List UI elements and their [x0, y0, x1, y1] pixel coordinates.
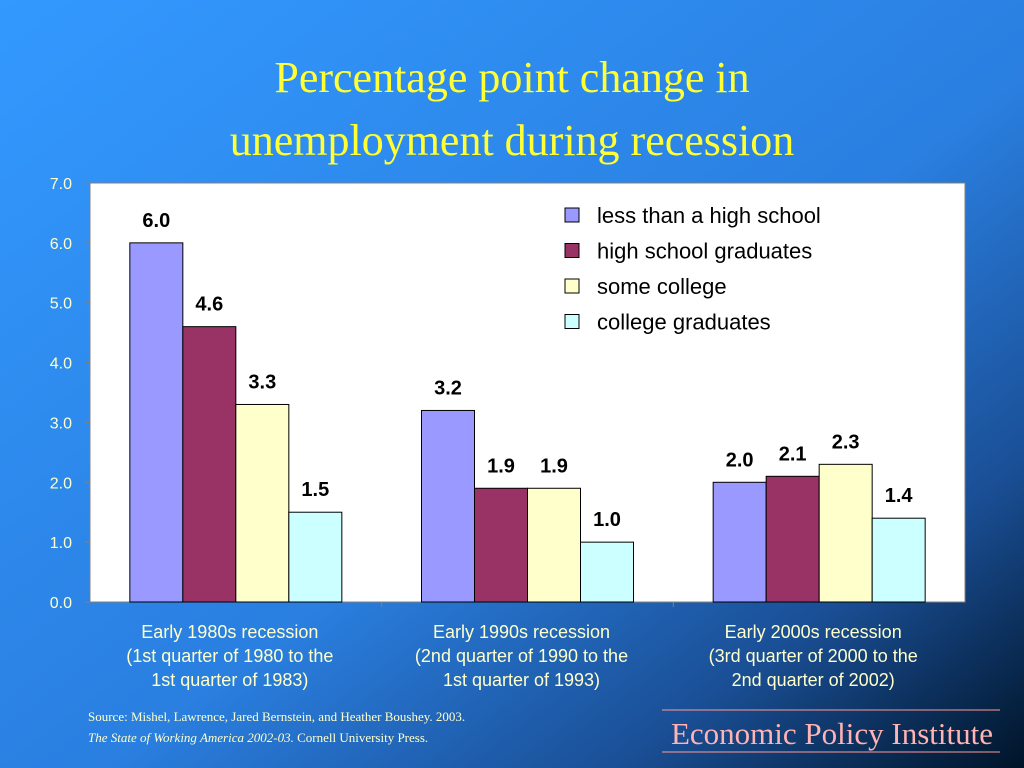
chart-title: unemployment during recession	[230, 116, 795, 165]
x-tick-label: Early 1980s recession	[141, 622, 318, 642]
bar	[871, 517, 926, 603]
value-label: 4.6	[195, 294, 223, 316]
x-tick-label: 1st quarter of 1983)	[151, 670, 308, 690]
y-tick-label: 5.0	[50, 296, 72, 313]
bar	[712, 481, 767, 603]
value-label: 1.0	[593, 509, 621, 531]
bar	[527, 487, 581, 603]
legend-swatch	[564, 207, 580, 223]
legend-label: college graduates	[597, 310, 771, 335]
bar	[580, 541, 634, 603]
y-tick-label: 3.0	[50, 415, 72, 432]
value-label: 1.9	[487, 455, 515, 477]
source-rest: Cornell University Press.	[294, 730, 428, 745]
value-label: 6.0	[142, 210, 170, 232]
y-tick-label: 6.0	[50, 236, 72, 253]
legend-label: some college	[597, 274, 727, 299]
bar	[474, 487, 528, 603]
source: Source: Mishel, Lawrence, Jared Bernstei…	[88, 709, 465, 724]
bar	[288, 511, 343, 603]
source-title: The State of Working America 2002-03.	[88, 730, 294, 745]
value-label: 3.2	[434, 377, 462, 399]
brand: Economic Policy Institute	[671, 716, 993, 751]
legend-swatch	[564, 243, 580, 258]
chart-title: Percentage point change in	[274, 53, 749, 102]
value-label: 1.5	[301, 479, 329, 501]
y-tick-label: 2.0	[50, 475, 72, 492]
value-label: 1.4	[885, 485, 914, 507]
bar	[818, 463, 873, 603]
bar	[421, 409, 475, 603]
source: The State of Working America 2002-03. Co…	[88, 730, 428, 745]
value-label: 1.9	[540, 455, 568, 477]
legend-swatch	[564, 278, 580, 294]
bar	[129, 242, 184, 603]
value-label: 2.0	[726, 449, 754, 471]
legend-swatch	[564, 314, 580, 329]
x-tick-label: Early 1990s recession	[433, 622, 610, 642]
x-tick-label: (1st quarter of 1980 to the	[126, 646, 333, 666]
x-tick-label: 2nd quarter of 2002)	[732, 670, 895, 690]
legend-label: less than a high school	[597, 203, 821, 228]
bar	[235, 403, 290, 603]
value-label: 2.1	[779, 443, 807, 465]
value-label: 2.3	[832, 431, 860, 453]
x-tick-label: 1st quarter of 1993)	[443, 670, 600, 690]
y-tick-label: 4.0	[50, 356, 72, 373]
y-tick-label: 7.0	[50, 176, 72, 193]
x-tick-label: (3rd quarter of 2000 to the	[709, 646, 918, 666]
y-tick-label: 1.0	[50, 535, 72, 552]
y-tick-label: 0.0	[50, 595, 72, 612]
bar	[765, 475, 820, 603]
bar	[182, 326, 237, 603]
x-tick-label: (2nd quarter of 1990 to the	[415, 646, 628, 666]
legend-label: high school graduates	[597, 239, 812, 264]
value-label: 3.3	[248, 371, 276, 393]
x-tick-label: Early 2000s recession	[725, 622, 902, 642]
